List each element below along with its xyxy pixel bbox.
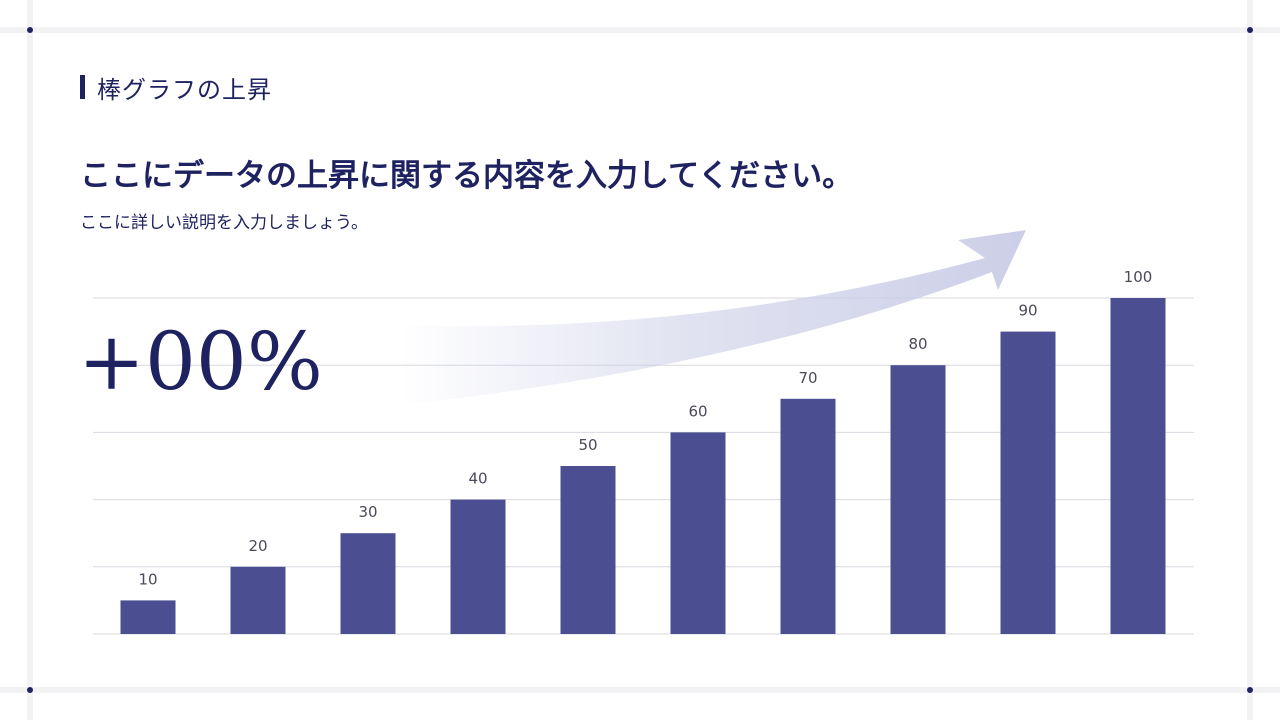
highlight-value: +00%: [78, 315, 323, 408]
bar-value-label-9: 90: [1018, 302, 1037, 320]
bar-value-label-6: 60: [688, 402, 707, 420]
bar-value-label-1: 10: [138, 570, 157, 588]
corner-dot-top-left: [27, 27, 33, 33]
bar-value-label-10: 100: [1124, 268, 1153, 286]
frame-bottom-line: [0, 687, 1280, 693]
corner-dot-top-right: [1247, 27, 1253, 33]
bar-4: [450, 499, 506, 634]
bar-value-label-4: 40: [468, 470, 487, 488]
bar-7: [780, 398, 836, 634]
bar-5: [560, 466, 616, 634]
bar-value-label-8: 80: [908, 335, 927, 353]
frame-top-line: [0, 27, 1280, 33]
section-label-marker: [80, 75, 85, 99]
bar-9: [1000, 331, 1056, 634]
bar-3: [340, 533, 396, 634]
headline: ここにデータの上昇に関する内容を入力してください。: [80, 158, 854, 194]
bar-10: [1110, 298, 1166, 634]
trend-arrow: [400, 230, 1026, 405]
bar-value-label-2: 20: [248, 537, 267, 555]
corner-dot-bottom-left: [27, 687, 33, 693]
section-label: 棒グラフの上昇: [80, 72, 272, 104]
section-label-text: 棒グラフの上昇: [97, 75, 272, 104]
bar-6: [670, 432, 726, 634]
corner-dot-bottom-right: [1247, 687, 1253, 693]
bar-value-label-3: 30: [358, 503, 377, 521]
frame-right-line: [1247, 0, 1253, 720]
bar-value-label-5: 50: [578, 436, 597, 454]
bar-8: [890, 365, 946, 634]
bar-value-label-7: 70: [798, 369, 817, 387]
frame-left-line: [27, 0, 33, 720]
bar-2: [230, 566, 286, 634]
description-text: ここに詳しい説明を入力しましょう。: [80, 213, 368, 233]
bar-1: [120, 600, 176, 634]
